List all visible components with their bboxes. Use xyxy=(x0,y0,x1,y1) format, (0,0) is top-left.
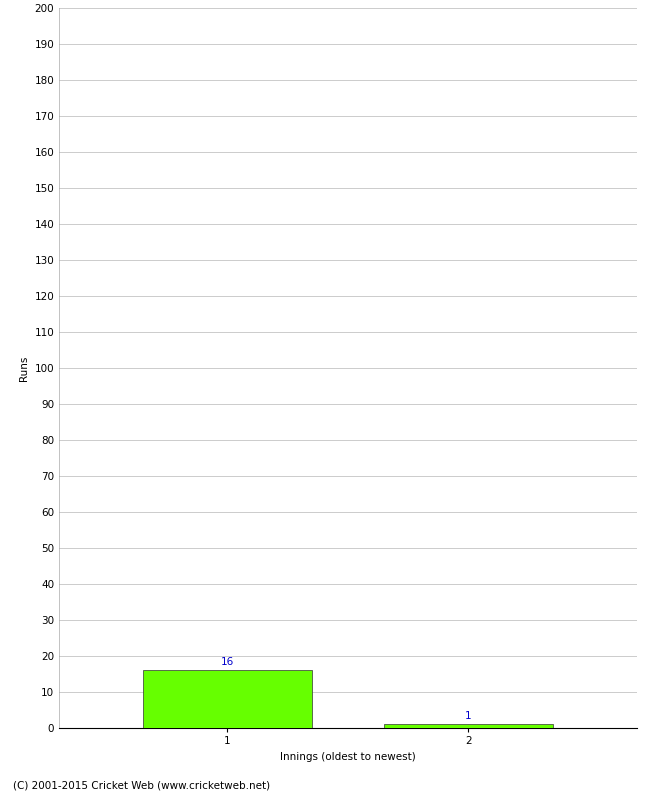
Y-axis label: Runs: Runs xyxy=(19,355,29,381)
Text: 1: 1 xyxy=(465,710,472,721)
Bar xyxy=(143,670,311,728)
Bar xyxy=(384,725,552,728)
Text: (C) 2001-2015 Cricket Web (www.cricketweb.net): (C) 2001-2015 Cricket Web (www.cricketwe… xyxy=(13,781,270,790)
X-axis label: Innings (oldest to newest): Innings (oldest to newest) xyxy=(280,752,415,762)
Text: 16: 16 xyxy=(220,657,234,667)
